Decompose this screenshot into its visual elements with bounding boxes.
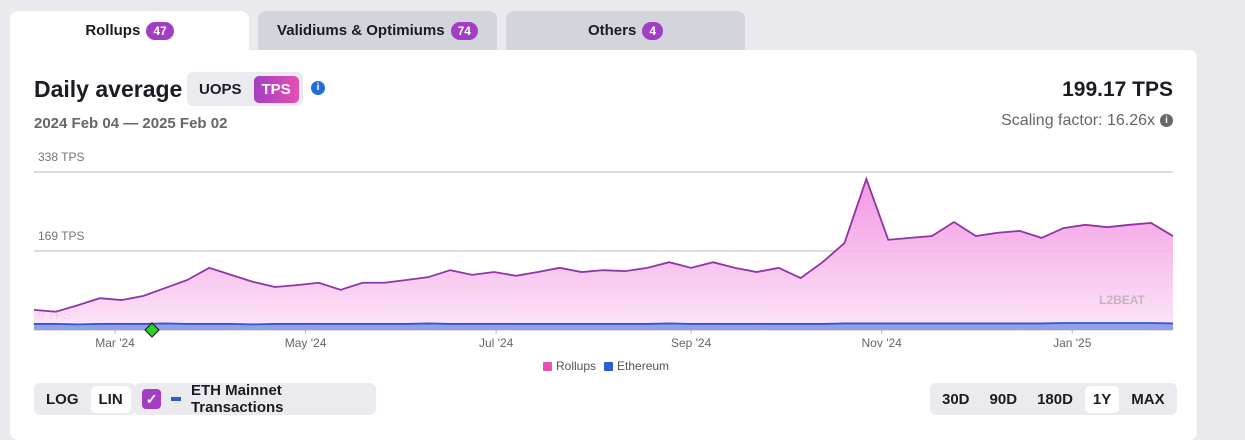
series-line [34, 322, 1174, 326]
info-icon[interactable]: i [1160, 114, 1173, 127]
tab-label: Rollups [85, 22, 141, 39]
range-option[interactable]: 90D [989, 390, 1018, 408]
scale-toggle: LOG LIN [34, 383, 135, 415]
y-tick-label: 169 TPS [38, 229, 84, 243]
x-tick-label: Sep '24 [671, 336, 712, 350]
range-option[interactable]: 180D [1037, 390, 1073, 408]
legend-label: Rollups [556, 359, 596, 373]
unit-toggle: UOPS TPS [187, 72, 303, 106]
legend-swatch [171, 397, 181, 401]
range-option[interactable]: MAX [1131, 390, 1165, 408]
checkbox-label: ETH Mainnet Transactions [190, 382, 284, 416]
scale-option[interactable]: LIN [90, 385, 131, 413]
badge: 74 [450, 21, 478, 40]
legend-swatch [543, 362, 552, 371]
info-icon[interactable]: i [311, 81, 325, 95]
eth-checkbox[interactable]: ✓ ETH Mainnet Transactions [134, 382, 376, 416]
title: Daily average [34, 76, 183, 102]
tab-label: Validiums & Optimiums [277, 22, 445, 39]
badge: 4 [642, 21, 664, 40]
date-range: 2024 Feb 04 — 2025 Feb 02 [34, 115, 228, 132]
x-tick-label: May '24 [285, 336, 327, 350]
series-line [33, 176, 1174, 313]
x-tick-label: Jan '25 [1053, 336, 1092, 350]
x-tick-label: Nov '24 [862, 336, 903, 350]
toggle-option[interactable]: UOPS [199, 80, 242, 98]
x-tick-label: Mar '24 [95, 336, 135, 350]
watermark: L2BEAT [1099, 293, 1145, 307]
range-selector: 30D 90D 180D 1Y MAX [930, 383, 1177, 415]
legend-swatch [604, 362, 614, 371]
scale-option[interactable]: LOG [46, 390, 79, 408]
range-option[interactable]: 30D [942, 390, 970, 408]
tab[interactable]: Others 4 [506, 11, 745, 50]
checkbox[interactable]: ✓ [142, 389, 162, 409]
tab[interactable]: Rollups 47 [10, 11, 249, 50]
area [34, 179, 1173, 330]
scaling-factor: Scaling factor: 16.26x [1001, 112, 1155, 129]
x-tick-label: Jul '24 [479, 336, 514, 350]
range-option[interactable]: 1Y [1084, 385, 1120, 413]
event-marker [144, 322, 160, 338]
y-tick-label: 338 TPS [38, 150, 84, 164]
badge: 47 [146, 21, 174, 40]
legend-label: Ethereum [617, 359, 669, 373]
current-value: 199.17 TPS [1062, 78, 1173, 101]
page: Rollups 47 Validiums & Optimiums 74 Others… [10, 11, 1197, 440]
tab[interactable]: Validiums & Optimiums 74 [258, 11, 497, 50]
toggle-option[interactable]: TPS [253, 75, 299, 103]
tab-label: Others [587, 22, 637, 39]
